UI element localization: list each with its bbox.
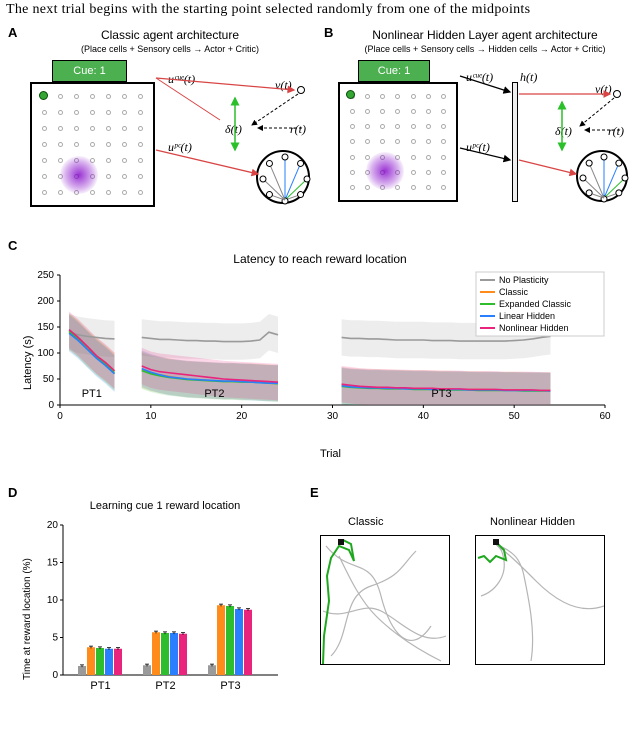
agent-dot-b <box>346 90 355 99</box>
e-title-nonlin: Nonlinear Hidden <box>490 516 575 528</box>
u-pc-b: uᵖᶜ(t) <box>466 140 490 155</box>
agent-dot-a <box>39 91 48 100</box>
v-a: v(t) <box>275 78 292 93</box>
svg-text:15: 15 <box>47 558 59 569</box>
panel-d-label: D <box>8 485 17 500</box>
traj-classic <box>320 535 450 665</box>
svg-text:Linear Hidden: Linear Hidden <box>499 311 555 321</box>
svg-text:20: 20 <box>47 520 59 531</box>
panel-b-subtitle: (Place cells + Sensory cells → Hidden ce… <box>340 44 630 54</box>
svg-text:10: 10 <box>145 411 157 422</box>
panel-c-title: Latency to reach reward location <box>180 252 460 266</box>
critic-node-a <box>297 86 305 94</box>
svg-text:50: 50 <box>509 411 521 422</box>
svg-text:150: 150 <box>37 322 54 333</box>
svg-text:PT3: PT3 <box>220 680 240 692</box>
svg-text:PT2: PT2 <box>204 388 224 400</box>
svg-text:Expanded Classic: Expanded Classic <box>499 299 572 309</box>
arena-a <box>30 82 155 207</box>
svg-text:60: 60 <box>599 411 611 422</box>
cue-box-a: Cue: 1 <box>52 60 127 82</box>
svg-text:40: 40 <box>418 411 430 422</box>
latency-chart: 0501001502002500102030405060PT1PT2PT3No … <box>55 270 610 430</box>
context-sentence: The next trial begins with the starting … <box>0 0 640 20</box>
c-xlabel: Trial <box>320 448 341 460</box>
panel-a-label: A <box>8 25 17 40</box>
critic-node-b <box>613 90 621 98</box>
bar-chart: 05101520PT1PT2PT3 <box>55 520 280 700</box>
h-b: h(t) <box>520 70 537 85</box>
svg-text:PT1: PT1 <box>90 680 110 692</box>
svg-text:250: 250 <box>37 270 54 281</box>
delta-b: δ(t) <box>555 124 572 139</box>
u-pc-a: uᵖᶜ(t) <box>168 140 192 155</box>
e-title-classic: Classic <box>348 516 383 528</box>
panel-b-title: Nonlinear Hidden Layer agent architectur… <box>340 28 630 42</box>
svg-text:PT2: PT2 <box>155 680 175 692</box>
v-b: v(t) <box>595 82 612 97</box>
svg-text:30: 30 <box>327 411 339 422</box>
trajectory-panels: Classic Nonlinear Hidden <box>320 510 620 710</box>
svg-text:5: 5 <box>52 633 58 644</box>
panel-a-title: Classic agent architecture <box>40 28 300 42</box>
arena-b <box>338 82 458 202</box>
actor-circle-a <box>256 150 310 204</box>
u-cue-a: uᶜᵘᵉ(t) <box>168 72 195 87</box>
svg-text:0: 0 <box>48 400 54 411</box>
traj-nonlin <box>475 535 605 665</box>
svg-text:Classic: Classic <box>499 287 529 297</box>
svg-text:50: 50 <box>43 374 55 385</box>
panel-b-label: B <box>324 25 333 40</box>
svg-text:PT3: PT3 <box>431 388 451 400</box>
panel-c-label: C <box>8 238 17 253</box>
svg-text:20: 20 <box>236 411 248 422</box>
delta-a: δ(t) <box>225 122 242 137</box>
actor-circle-b <box>576 150 628 202</box>
hidden-layer <box>512 82 518 202</box>
r-a: r(t) <box>290 122 306 137</box>
svg-text:0: 0 <box>52 670 58 681</box>
cue-box-b: Cue: 1 <box>358 60 430 82</box>
svg-text:Nonlinear Hidden: Nonlinear Hidden <box>499 323 569 333</box>
svg-text:200: 200 <box>37 296 54 307</box>
svg-text:0: 0 <box>57 411 63 422</box>
reward-blob-a <box>60 156 98 194</box>
r-b: r(t) <box>608 124 624 139</box>
panel-e-label: E <box>310 485 319 500</box>
panel-a-subtitle: (Place cells + Sensory cells → Actor + C… <box>40 44 300 54</box>
svg-text:100: 100 <box>37 348 54 359</box>
svg-text:PT1: PT1 <box>82 388 102 400</box>
d-ylabel: Time at reward location (%) <box>22 558 33 680</box>
svg-text:10: 10 <box>47 595 59 606</box>
svg-text:No Plasticity: No Plasticity <box>499 275 549 285</box>
reward-blob-b <box>366 152 404 190</box>
u-cue-b: uᶜᵘᵉ(t) <box>466 70 493 85</box>
c-ylabel: Latency (s) <box>22 336 34 390</box>
panel-d-title: Learning cue 1 reward location <box>60 500 270 512</box>
